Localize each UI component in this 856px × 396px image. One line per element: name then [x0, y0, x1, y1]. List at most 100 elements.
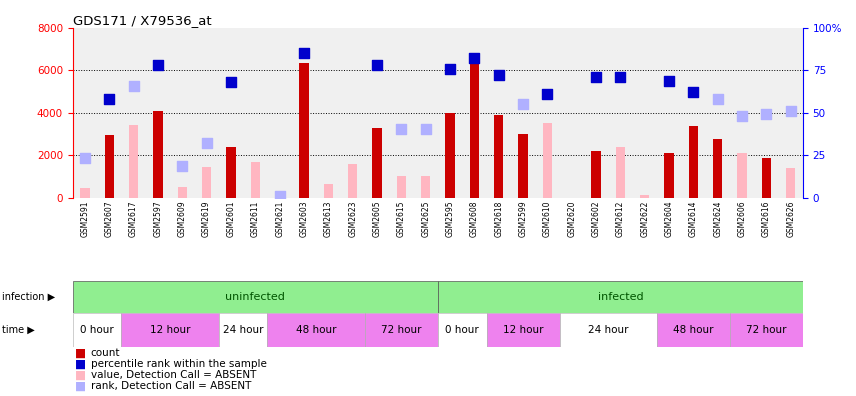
Point: [687, 88, 700, 95]
Point: [540, 91, 554, 97]
Bar: [348, 164, 357, 198]
Bar: [365, 313, 437, 346]
Text: ■: ■: [75, 369, 86, 382]
Bar: [129, 125, 138, 198]
Text: GSM2616: GSM2616: [762, 200, 771, 237]
Text: GSM2604: GSM2604: [664, 200, 674, 237]
Point: [175, 163, 189, 169]
Bar: [560, 313, 657, 346]
Point: [273, 193, 287, 199]
Text: GSM2622: GSM2622: [640, 200, 649, 237]
Text: GSM2615: GSM2615: [397, 200, 406, 237]
Text: ■: ■: [75, 358, 86, 371]
Bar: [324, 184, 333, 198]
Point: [614, 74, 627, 80]
Point: [759, 111, 773, 117]
Bar: [762, 158, 771, 198]
Text: GSM2613: GSM2613: [324, 200, 333, 237]
Text: GSM2614: GSM2614: [689, 200, 698, 237]
Text: GSM2603: GSM2603: [300, 200, 308, 237]
Point: [370, 62, 383, 68]
Text: 72 hour: 72 hour: [746, 325, 787, 335]
Text: GSM2620: GSM2620: [568, 200, 576, 237]
Bar: [437, 281, 803, 313]
Text: GSM2621: GSM2621: [275, 200, 284, 237]
Text: GSM2601: GSM2601: [227, 200, 235, 237]
Text: count: count: [91, 348, 120, 358]
Text: 24 hour: 24 hour: [588, 325, 628, 335]
Bar: [664, 153, 674, 198]
Text: GSM2610: GSM2610: [543, 200, 552, 237]
Text: percentile rank within the sample: percentile rank within the sample: [91, 359, 266, 369]
Text: GSM2606: GSM2606: [738, 200, 746, 237]
Bar: [251, 162, 260, 198]
Text: GSM2618: GSM2618: [494, 200, 503, 237]
Text: GSM2611: GSM2611: [251, 200, 260, 237]
Text: 12 hour: 12 hour: [150, 325, 190, 335]
Point: [78, 154, 92, 161]
Bar: [421, 176, 431, 198]
Bar: [219, 313, 267, 346]
Text: GSM2609: GSM2609: [178, 200, 187, 237]
Point: [419, 126, 432, 132]
Text: GSM2624: GSM2624: [713, 200, 722, 237]
Text: 72 hour: 72 hour: [381, 325, 422, 335]
Text: 24 hour: 24 hour: [223, 325, 264, 335]
Bar: [300, 63, 309, 198]
Text: 48 hour: 48 hour: [296, 325, 336, 335]
Point: [492, 71, 506, 78]
Bar: [786, 168, 795, 198]
Bar: [640, 195, 650, 198]
Bar: [615, 147, 625, 198]
Bar: [153, 111, 163, 198]
Bar: [73, 281, 437, 313]
Point: [467, 54, 481, 61]
Text: 48 hour: 48 hour: [673, 325, 714, 335]
Point: [395, 126, 408, 132]
Bar: [267, 313, 365, 346]
Bar: [486, 313, 560, 346]
Point: [710, 96, 724, 102]
Text: 0 hour: 0 hour: [445, 325, 479, 335]
Bar: [202, 167, 211, 198]
Text: 0 hour: 0 hour: [80, 325, 114, 335]
Text: GSM2608: GSM2608: [470, 200, 479, 237]
Bar: [543, 123, 552, 198]
Text: GSM2612: GSM2612: [615, 200, 625, 237]
Text: GDS171 / X79536_at: GDS171 / X79536_at: [73, 13, 211, 27]
Point: [663, 78, 676, 84]
Bar: [730, 313, 803, 346]
Bar: [80, 188, 90, 198]
Text: uninfected: uninfected: [225, 292, 285, 302]
Bar: [689, 126, 698, 198]
Text: GSM2617: GSM2617: [129, 200, 138, 237]
Text: infected: infected: [597, 292, 643, 302]
Text: ■: ■: [75, 347, 86, 360]
Text: GSM2605: GSM2605: [372, 200, 382, 237]
Text: GSM2591: GSM2591: [80, 200, 89, 237]
Point: [103, 96, 116, 102]
Point: [224, 79, 238, 85]
Text: GSM2597: GSM2597: [153, 200, 163, 237]
Text: GSM2625: GSM2625: [421, 200, 431, 237]
Text: ■: ■: [75, 380, 86, 393]
Bar: [470, 57, 479, 198]
Point: [589, 74, 603, 80]
Text: GSM2623: GSM2623: [348, 200, 357, 237]
Point: [297, 50, 311, 56]
Point: [152, 62, 165, 68]
Text: value, Detection Call = ABSENT: value, Detection Call = ABSENT: [91, 370, 256, 381]
Point: [735, 113, 749, 119]
Bar: [104, 135, 114, 198]
Text: GSM2602: GSM2602: [591, 200, 601, 237]
Text: time ▶: time ▶: [2, 325, 34, 335]
Point: [127, 83, 140, 89]
Bar: [372, 128, 382, 198]
Bar: [437, 313, 486, 346]
Text: rank, Detection Call = ABSENT: rank, Detection Call = ABSENT: [91, 381, 251, 392]
Bar: [519, 134, 527, 198]
Point: [443, 66, 457, 72]
Text: infection ▶: infection ▶: [2, 292, 55, 302]
Point: [516, 101, 530, 107]
Text: GSM2619: GSM2619: [202, 200, 211, 237]
